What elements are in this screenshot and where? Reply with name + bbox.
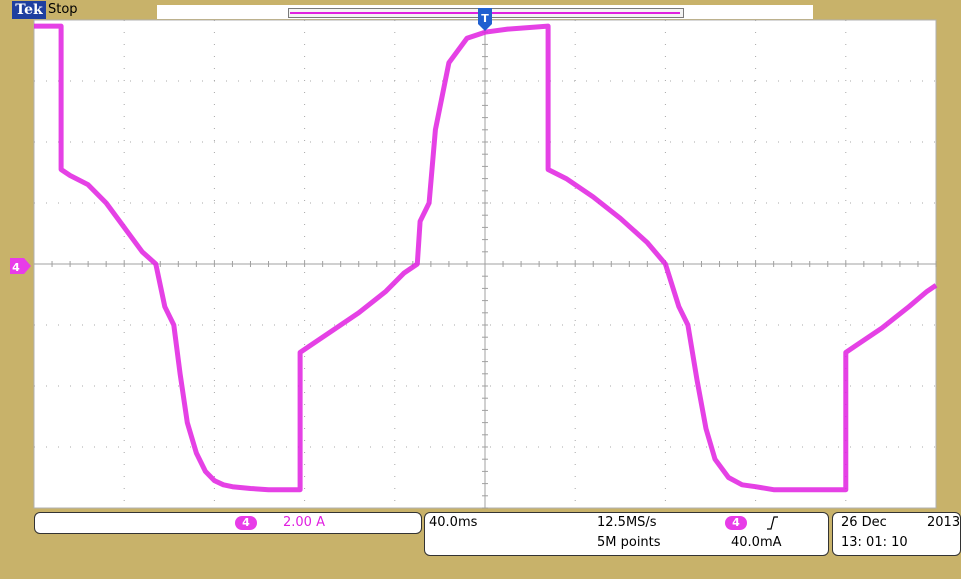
channel-readout-panel[interactable]: 4 2.00 A (34, 512, 422, 534)
trigger-channel-badge: 4 (725, 516, 747, 530)
channel-scale: 2.00 A (283, 515, 325, 530)
time: 13: 01: 10 (841, 535, 908, 550)
channel-4-badge: 4 (235, 516, 257, 530)
channel-4-trace (34, 23, 938, 493)
acquisition-state[interactable]: Stop (48, 2, 78, 17)
date: 26 Dec (841, 515, 887, 530)
trigger-position-marker[interactable]: T (478, 8, 492, 31)
trigger-level: 40.0mA (731, 535, 782, 550)
channel-4-marker-label: 4 (12, 261, 20, 274)
tek-logo: Tek (12, 1, 46, 19)
channel-4-ground-marker[interactable]: 4 (10, 258, 31, 274)
sample-rate: 12.5MS/s (597, 515, 657, 530)
graticule-grid (34, 20, 937, 509)
rising-edge-icon (767, 516, 778, 530)
record-length: 5M points (597, 535, 661, 550)
timebase-readout-panel[interactable]: 40.0ms 12.5MS/s 5M points 4 40.0mA (424, 512, 829, 556)
timebase-value: 40.0ms (429, 515, 478, 530)
date-time-panel: 26 Dec 2013 13: 01: 10 (832, 512, 961, 556)
trigger-marker-label: T (481, 12, 489, 25)
year: 2013 (927, 515, 961, 530)
